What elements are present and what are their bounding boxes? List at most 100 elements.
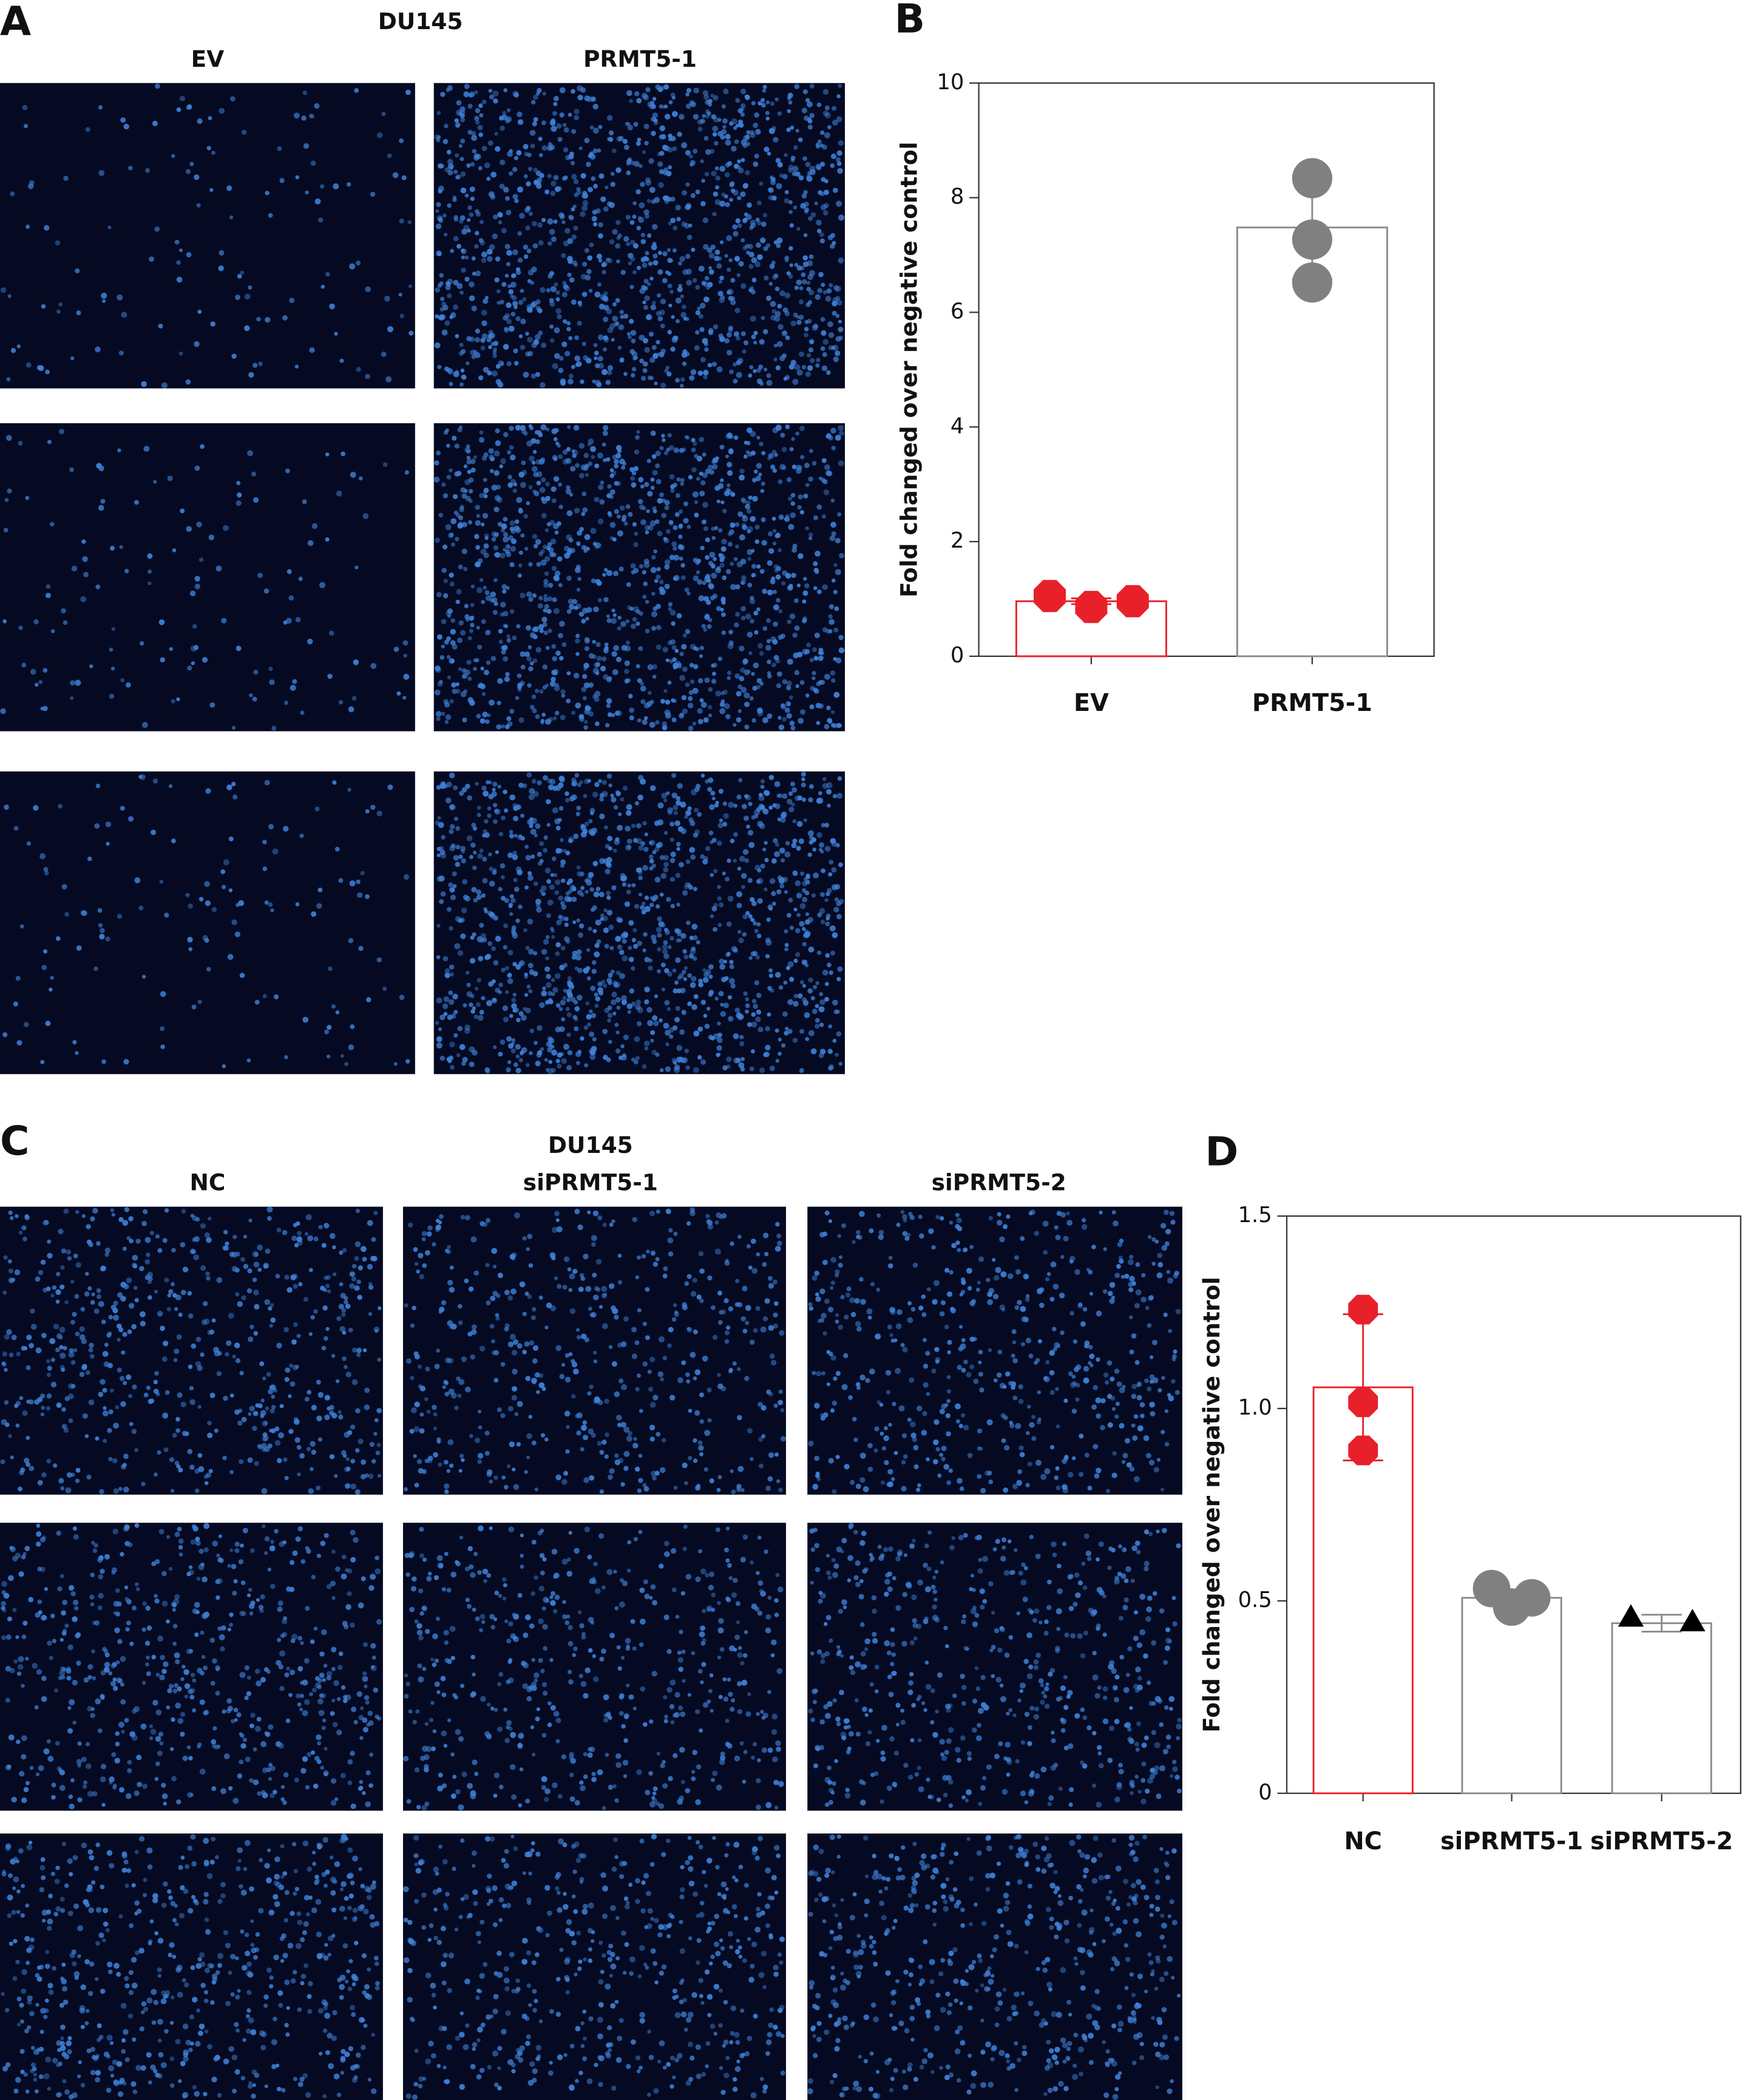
cell-nucleus <box>756 807 761 812</box>
cell-nucleus <box>598 173 605 179</box>
cell-nucleus <box>694 500 699 505</box>
cell-nucleus <box>808 946 815 953</box>
cell-nucleus <box>515 1044 521 1050</box>
cell-nucleus <box>773 654 779 661</box>
cell-nucleus <box>657 269 663 275</box>
cell-nucleus <box>567 425 571 429</box>
cell-nucleus <box>98 170 105 176</box>
cell-nucleus <box>579 716 585 722</box>
cell-nucleus <box>729 369 734 375</box>
cell-nucleus <box>455 826 460 831</box>
cell-nucleus <box>58 1478 64 1484</box>
cell-nucleus <box>541 990 547 997</box>
cell-nucleus <box>518 550 523 555</box>
cell-nucleus <box>673 525 678 531</box>
cell-nucleus <box>642 368 648 373</box>
cell-nucleus <box>679 651 684 656</box>
cell-nucleus <box>818 703 824 709</box>
cell-nucleus <box>518 783 524 788</box>
cell-nucleus <box>249 693 253 698</box>
cell-nucleus <box>377 1473 382 1478</box>
cell-nucleus <box>836 94 841 98</box>
cell-nucleus <box>784 707 790 713</box>
cell-nucleus <box>799 980 804 985</box>
cell-nucleus <box>538 240 544 246</box>
cell-nucleus <box>476 587 483 594</box>
cell-nucleus <box>155 1392 160 1396</box>
cell-nucleus <box>673 225 678 231</box>
cell-nucleus <box>513 482 518 487</box>
cell-nucleus <box>214 1429 219 1433</box>
cell-nucleus <box>755 1016 761 1022</box>
cell-nucleus <box>672 1025 678 1031</box>
cell-nucleus <box>270 1317 276 1323</box>
cell-nucleus <box>63 1427 69 1433</box>
cell-nucleus <box>504 243 510 250</box>
cell-nucleus <box>59 1336 63 1340</box>
cell-nucleus <box>171 1282 175 1286</box>
cell-nucleus <box>737 167 744 174</box>
cell-nucleus <box>815 551 821 557</box>
cell-nucleus <box>583 793 588 798</box>
cell-nucleus <box>368 1312 373 1316</box>
cell-nucleus <box>492 610 498 615</box>
cell-nucleus <box>815 358 821 362</box>
cell-nucleus <box>635 664 640 669</box>
cell-nucleus <box>685 182 690 187</box>
cell-nucleus <box>128 1216 134 1222</box>
cell-nucleus <box>737 708 742 713</box>
cell-nucleus <box>44 871 49 875</box>
cell-nucleus <box>317 217 324 223</box>
cell-nucleus <box>775 574 781 580</box>
cell-nucleus <box>223 1229 228 1235</box>
cell-nucleus <box>117 448 121 453</box>
cell-nucleus <box>578 146 583 151</box>
cell-nucleus <box>454 471 460 477</box>
cell-nucleus <box>298 1282 303 1286</box>
cell-nucleus <box>356 1279 361 1285</box>
cell-nucleus <box>435 665 441 671</box>
cell-nucleus <box>82 1413 88 1419</box>
cell-nucleus <box>756 1009 762 1015</box>
cell-nucleus <box>351 1263 357 1269</box>
cell-nucleus <box>446 906 452 912</box>
cell-nucleus <box>827 803 831 808</box>
cell-nucleus <box>517 111 523 117</box>
cell-nucleus <box>745 1009 749 1014</box>
cell-nucleus <box>734 139 739 144</box>
cell-nucleus <box>663 688 668 693</box>
cell-nucleus <box>294 1437 300 1443</box>
cell-nucleus <box>685 682 690 687</box>
cell-nucleus <box>665 1066 671 1072</box>
cell-nucleus <box>580 1036 585 1041</box>
micrographs <box>0 83 1182 2100</box>
cell-nucleus <box>676 796 681 801</box>
cell-nucleus <box>642 300 646 305</box>
cell-nucleus <box>72 1311 77 1317</box>
cell-nucleus <box>808 270 815 276</box>
cell-nucleus <box>310 1441 316 1447</box>
cell-nucleus <box>568 336 573 341</box>
cell-nucleus <box>535 539 541 545</box>
cell-nucleus <box>354 1241 361 1248</box>
cell-nucleus <box>262 1376 266 1381</box>
cell-nucleus <box>436 450 441 456</box>
cell-nucleus <box>449 829 454 834</box>
cell-nucleus <box>770 464 776 470</box>
cell-nucleus <box>405 1059 410 1064</box>
cell-nucleus <box>15 1401 21 1406</box>
cell-nucleus <box>140 774 146 780</box>
cell-nucleus <box>782 877 788 883</box>
cell-nucleus <box>569 603 575 610</box>
cell-nucleus <box>167 475 173 481</box>
cell-nucleus <box>376 132 383 138</box>
cell-nucleus <box>259 1361 265 1367</box>
cell-nucleus <box>552 455 558 460</box>
cell-nucleus <box>237 1420 243 1426</box>
cell-nucleus <box>573 833 579 839</box>
cell-nucleus <box>563 319 568 324</box>
cell-nucleus <box>594 463 600 469</box>
cell-nucleus <box>697 1026 703 1032</box>
cell-nucleus <box>643 123 649 129</box>
cell-nucleus <box>491 791 497 797</box>
